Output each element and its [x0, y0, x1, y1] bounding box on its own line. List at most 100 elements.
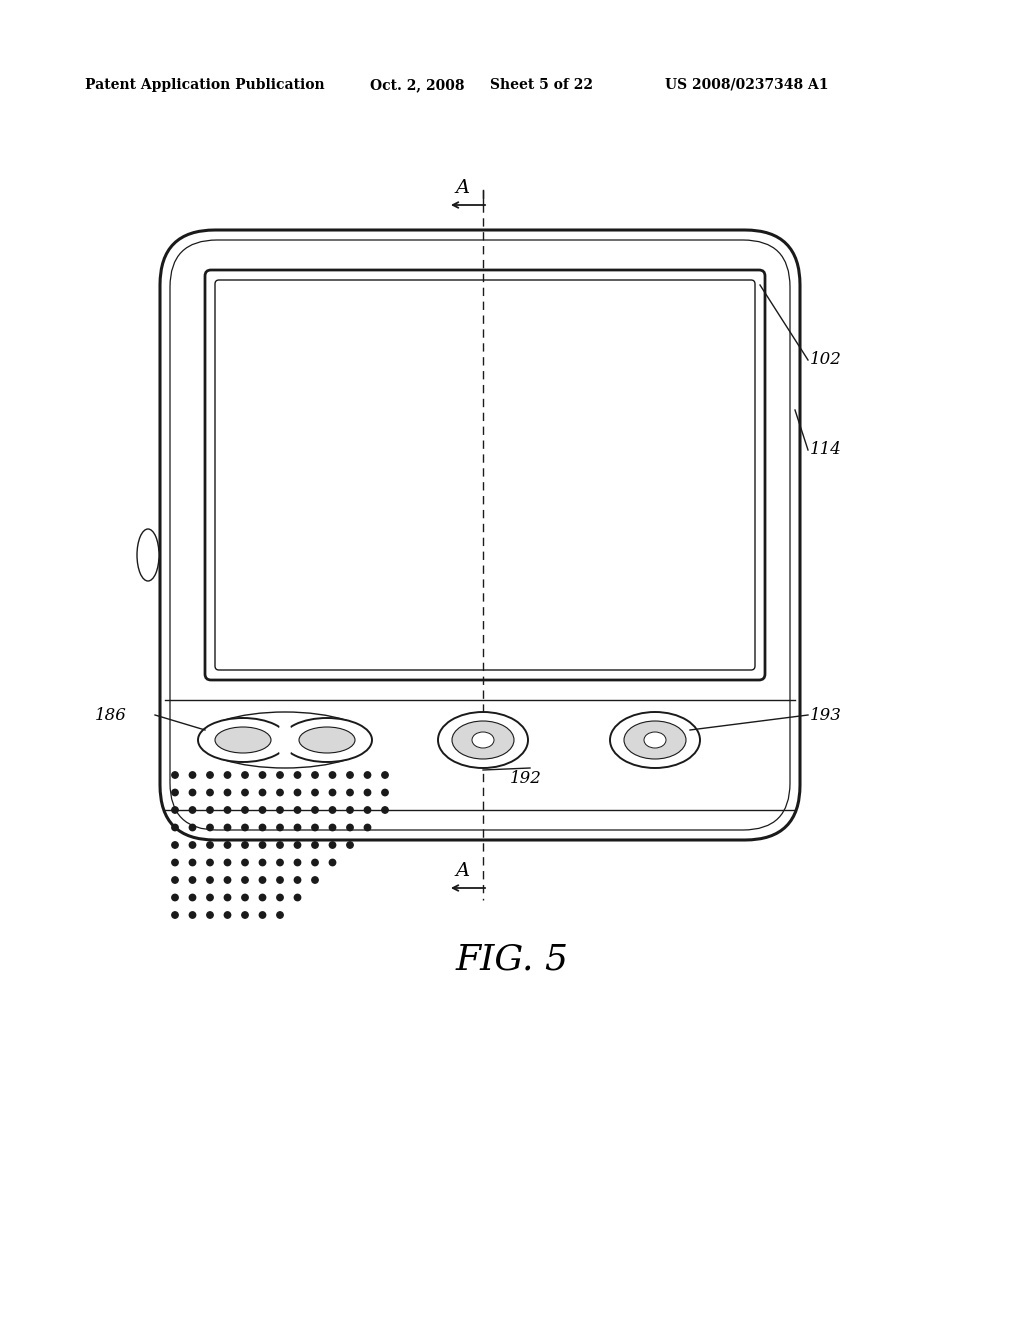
Circle shape [259, 789, 265, 796]
Circle shape [259, 807, 265, 813]
Circle shape [294, 772, 301, 779]
Text: 102: 102 [810, 351, 842, 368]
Circle shape [172, 912, 178, 919]
Circle shape [276, 824, 284, 830]
Circle shape [172, 789, 178, 796]
Circle shape [189, 876, 196, 883]
Circle shape [259, 772, 265, 779]
Circle shape [365, 807, 371, 813]
FancyBboxPatch shape [160, 230, 800, 840]
Circle shape [242, 842, 248, 849]
Circle shape [172, 895, 178, 900]
Circle shape [207, 895, 213, 900]
Circle shape [311, 842, 318, 849]
Circle shape [189, 842, 196, 849]
Circle shape [189, 895, 196, 900]
Circle shape [259, 895, 265, 900]
Circle shape [294, 824, 301, 830]
Circle shape [224, 824, 230, 830]
Circle shape [276, 807, 284, 813]
Circle shape [224, 912, 230, 919]
FancyBboxPatch shape [205, 271, 765, 680]
Circle shape [189, 807, 196, 813]
Circle shape [276, 912, 284, 919]
Circle shape [189, 859, 196, 866]
Circle shape [224, 772, 230, 779]
Circle shape [311, 824, 318, 830]
Circle shape [224, 859, 230, 866]
Ellipse shape [199, 711, 371, 768]
Circle shape [172, 824, 178, 830]
Text: 193: 193 [810, 706, 842, 723]
Circle shape [365, 772, 371, 779]
Text: Patent Application Publication: Patent Application Publication [85, 78, 325, 92]
Circle shape [294, 895, 301, 900]
Circle shape [207, 876, 213, 883]
Text: FIG. 5: FIG. 5 [456, 942, 568, 977]
Circle shape [347, 789, 353, 796]
Text: 114: 114 [810, 441, 842, 458]
Circle shape [242, 876, 248, 883]
Circle shape [311, 876, 318, 883]
Circle shape [189, 912, 196, 919]
Circle shape [259, 859, 265, 866]
Text: A: A [455, 180, 469, 197]
Circle shape [189, 772, 196, 779]
Circle shape [207, 807, 213, 813]
Circle shape [207, 912, 213, 919]
Circle shape [207, 824, 213, 830]
Text: A: A [455, 862, 469, 880]
Circle shape [276, 895, 284, 900]
Text: 186: 186 [95, 706, 127, 723]
Circle shape [224, 895, 230, 900]
Circle shape [242, 789, 248, 796]
Circle shape [330, 859, 336, 866]
Circle shape [242, 859, 248, 866]
Circle shape [382, 807, 388, 813]
Circle shape [172, 859, 178, 866]
Circle shape [207, 789, 213, 796]
Circle shape [365, 824, 371, 830]
Circle shape [189, 824, 196, 830]
Circle shape [224, 789, 230, 796]
Ellipse shape [624, 721, 686, 759]
Circle shape [259, 876, 265, 883]
Circle shape [330, 807, 336, 813]
Circle shape [172, 842, 178, 849]
Circle shape [276, 859, 284, 866]
Circle shape [276, 842, 284, 849]
Circle shape [276, 789, 284, 796]
Circle shape [189, 789, 196, 796]
Ellipse shape [438, 711, 528, 768]
Circle shape [294, 789, 301, 796]
Circle shape [347, 824, 353, 830]
Text: Oct. 2, 2008: Oct. 2, 2008 [370, 78, 465, 92]
Circle shape [347, 807, 353, 813]
Ellipse shape [278, 718, 292, 762]
Circle shape [311, 789, 318, 796]
Circle shape [294, 859, 301, 866]
Circle shape [207, 842, 213, 849]
Circle shape [172, 772, 178, 779]
Text: 192: 192 [510, 770, 542, 787]
FancyBboxPatch shape [215, 280, 755, 671]
Circle shape [347, 772, 353, 779]
Circle shape [172, 807, 178, 813]
Circle shape [365, 789, 371, 796]
Circle shape [276, 876, 284, 883]
Circle shape [224, 807, 230, 813]
Circle shape [242, 895, 248, 900]
Ellipse shape [644, 733, 666, 748]
Circle shape [382, 772, 388, 779]
Ellipse shape [299, 727, 355, 752]
Ellipse shape [137, 529, 159, 581]
Circle shape [242, 807, 248, 813]
Circle shape [242, 912, 248, 919]
Circle shape [276, 772, 284, 779]
Circle shape [259, 912, 265, 919]
Text: US 2008/0237348 A1: US 2008/0237348 A1 [665, 78, 828, 92]
Ellipse shape [610, 711, 700, 768]
Circle shape [224, 876, 230, 883]
Circle shape [294, 807, 301, 813]
Circle shape [330, 772, 336, 779]
